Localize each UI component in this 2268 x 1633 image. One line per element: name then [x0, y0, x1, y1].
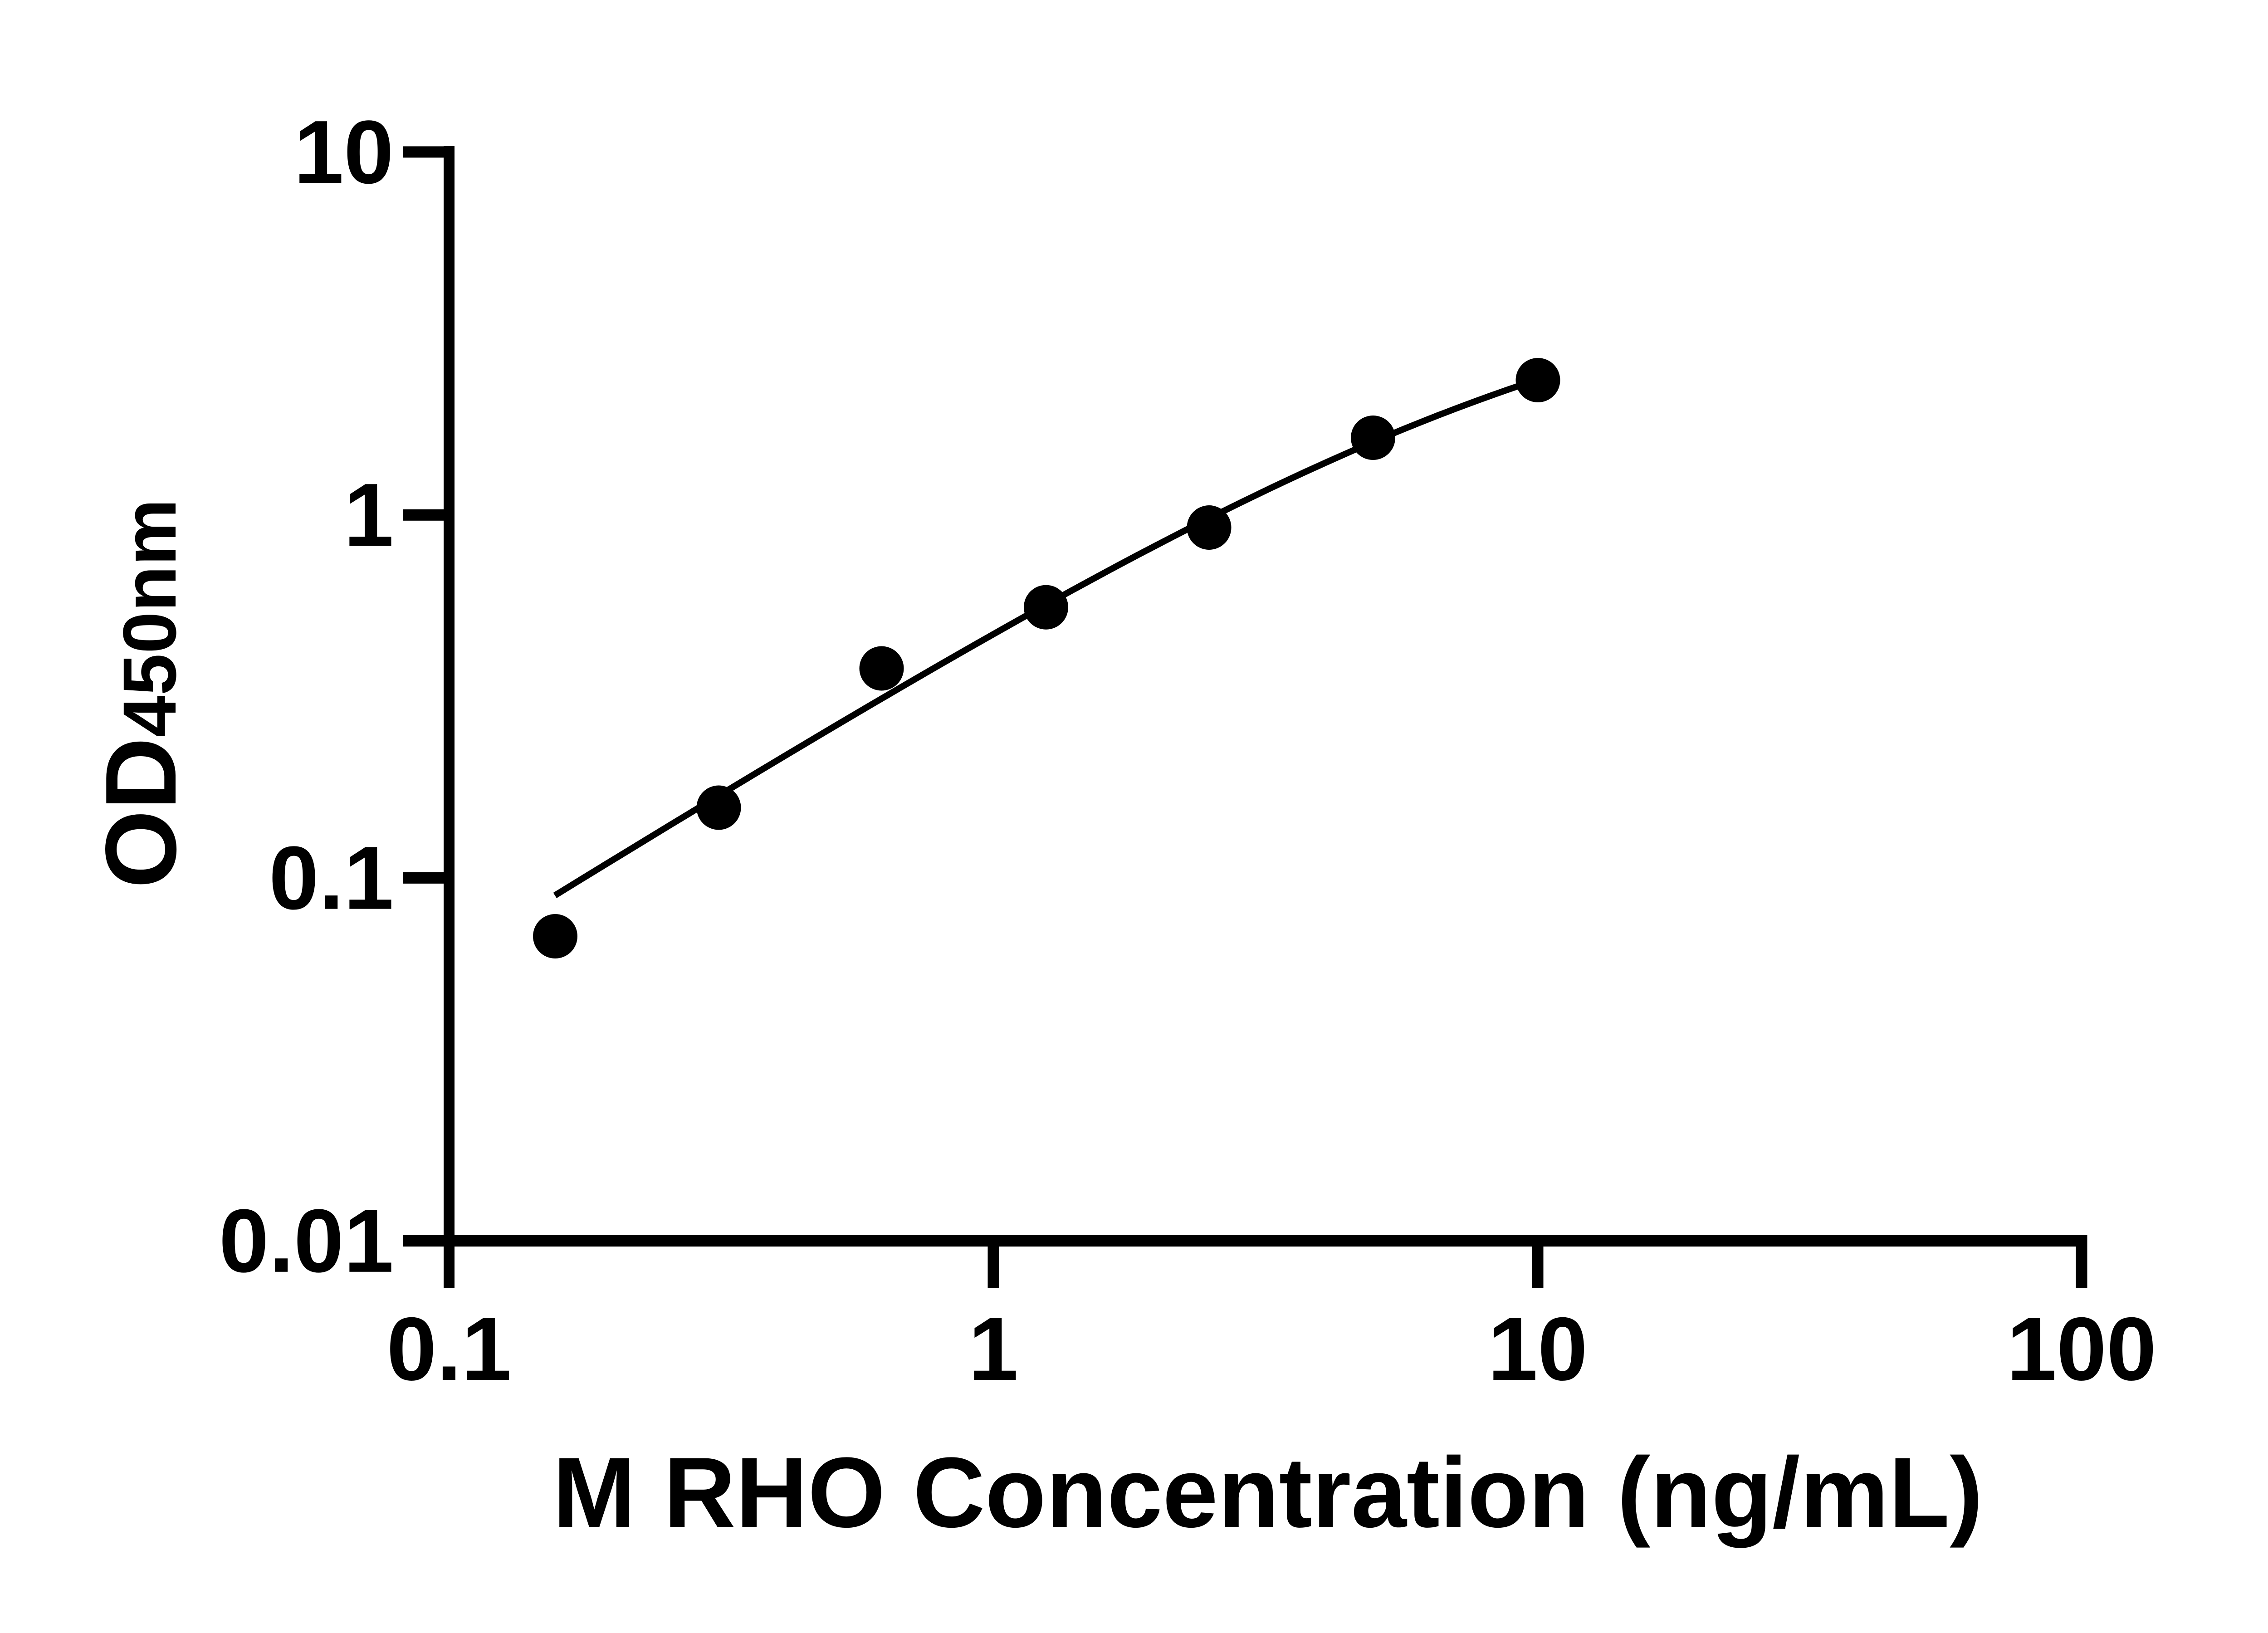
svg-text:1: 1 [968, 1299, 1018, 1399]
svg-text:100: 100 [2007, 1299, 2156, 1399]
svg-text:1: 1 [344, 465, 394, 565]
svg-text:10: 10 [1488, 1299, 1588, 1399]
svg-text:0.1: 0.1 [386, 1299, 511, 1399]
svg-text:OD450nm: OD450nm [85, 499, 197, 889]
svg-text:0.1: 0.1 [269, 828, 394, 928]
svg-text:M RHO Concentration (ng/mL): M RHO Concentration (ng/mL) [552, 1437, 1983, 1548]
svg-text:10: 10 [294, 102, 394, 202]
svg-text:0.01: 0.01 [219, 1191, 394, 1291]
